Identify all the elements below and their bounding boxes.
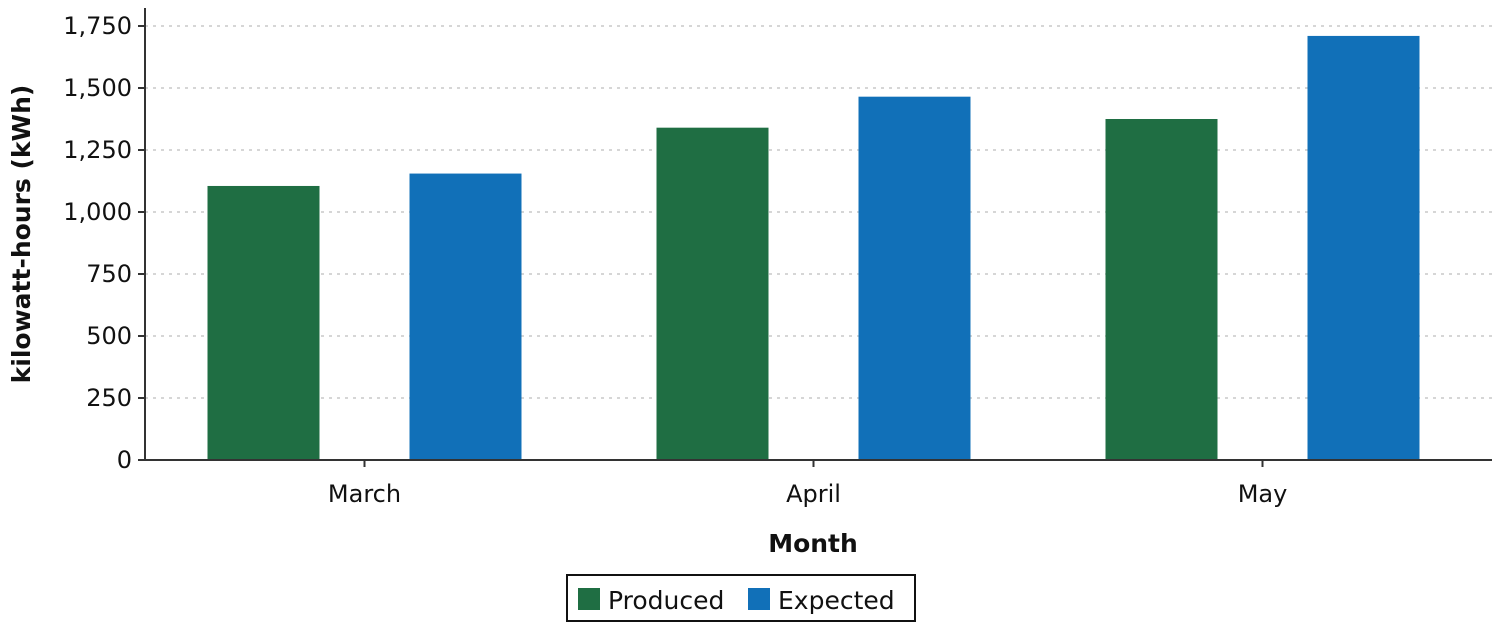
y-tick-label: 750: [86, 260, 132, 288]
x-axis-title: Month: [768, 529, 858, 558]
y-tick-label: 1,500: [63, 74, 132, 102]
bar-produced-may: [1105, 119, 1218, 460]
x-tick-label: April: [786, 480, 841, 508]
bar-produced-april: [656, 127, 769, 461]
y-axis-ticks: 0 250 500 750 1,000 1,250 1,500 1,750: [63, 12, 145, 474]
x-tick-label: May: [1238, 480, 1288, 508]
bar-expected-may: [1307, 35, 1420, 461]
axes: [144, 8, 1492, 461]
y-axis-title: kilowatt-hours (kWh): [7, 85, 36, 384]
gridlines: [145, 25, 1492, 399]
x-tick-label: March: [328, 480, 401, 508]
y-tick-label: 1,750: [63, 12, 132, 40]
bars: [207, 35, 1420, 461]
bar-produced-march: [207, 185, 320, 460]
legend-swatch-produced: [578, 588, 600, 610]
x-axis-ticks: March April May: [328, 460, 1287, 508]
y-tick-label: 0: [117, 446, 132, 474]
legend-label-expected: Expected: [778, 586, 895, 615]
bar-expected-march: [409, 173, 522, 460]
legend: Produced Expected: [566, 574, 916, 622]
y-tick-label: 1,250: [63, 136, 132, 164]
bar-expected-april: [858, 96, 971, 461]
y-tick-label: 500: [86, 322, 132, 350]
legend-frame: [566, 574, 916, 622]
legend-label-produced: Produced: [608, 586, 724, 615]
y-tick-label: 1,000: [63, 198, 132, 226]
legend-swatch-expected: [748, 588, 770, 610]
y-tick-label: 250: [86, 384, 132, 412]
